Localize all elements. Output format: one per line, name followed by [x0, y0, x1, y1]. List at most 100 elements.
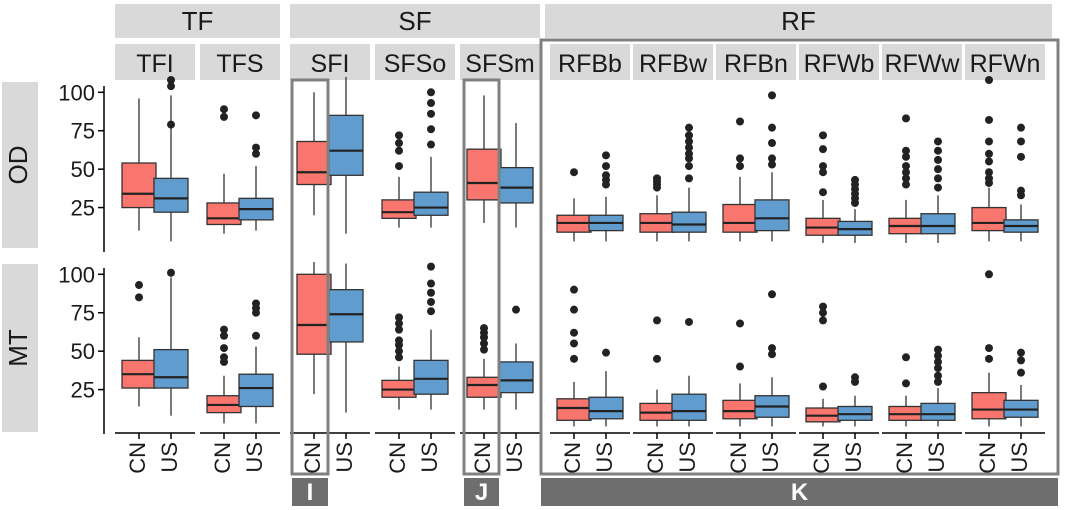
- outlier-OD-RFWw-CN-1: [902, 174, 910, 183]
- box-OD-SFSo-CN: [381, 199, 417, 219]
- box-MT-RFBb-US: [588, 396, 624, 420]
- x-tick-label-RFWw-CN: CN: [892, 442, 917, 474]
- outlier-MT-RFBw-CN-1: [653, 316, 661, 325]
- box-MT-SFSm-US: [498, 361, 534, 394]
- box-MT-SFI-US: [328, 289, 364, 343]
- outlier-MT-RFBb-CN-1: [570, 339, 578, 348]
- x-tick-label-RFWn-US: US: [1007, 442, 1032, 473]
- outlier-OD-RFWw-US-5: [934, 137, 942, 146]
- x-tick-label-SFSm-CN: CN: [470, 442, 495, 474]
- outlier-MT-RFWb-CN-0: [819, 382, 827, 391]
- box-MT-RFBw-US: [671, 393, 707, 421]
- group-label-SF: SF: [398, 6, 431, 36]
- x-tick-label-TFI-US: US: [157, 442, 182, 473]
- outlier-MT-RFBw-US-0: [685, 317, 693, 326]
- outlier-OD-TFI-US-0: [167, 120, 175, 129]
- box-OD-TFS-CN: [206, 202, 242, 226]
- x-tick-label-SFSo-US: US: [417, 442, 442, 473]
- facet-strip-SFSm: [460, 44, 540, 80]
- outlier-OD-TFS-CN-1: [220, 105, 228, 114]
- outlier-MT-SFSo-CN-6: [395, 313, 403, 322]
- box-OD-SFSo-US: [413, 191, 449, 216]
- outlier-MT-RFBb-CN-4: [570, 285, 578, 294]
- outlier-MT-TFS-CN-2: [220, 344, 228, 353]
- y-tick-label-MT-100: 100: [58, 262, 95, 287]
- box-OD-SFI-CN: [296, 140, 332, 186]
- outlier-MT-RFBn-CN-0: [736, 362, 744, 371]
- outlier-OD-TFI-US-2: [167, 76, 175, 85]
- facet-label-RFWn: RFWn: [970, 50, 1041, 78]
- outlier-MT-SFSm-US-0: [512, 305, 520, 314]
- facet-label-SFSo: SFSo: [384, 50, 447, 78]
- outlier-OD-TFS-US-0: [252, 149, 260, 158]
- outlier-OD-SFSo-CN-3: [395, 131, 403, 140]
- facet-label-SFSm: SFSm: [465, 50, 534, 78]
- outlier-MT-RFBb-CN-2: [570, 328, 578, 337]
- facet-strip-TFS: [200, 44, 280, 80]
- outlier-OD-SFSo-US-1: [427, 125, 435, 134]
- outlier-MT-RFWn-CN-2: [985, 270, 993, 279]
- x-tick-label-RFBn-US: US: [758, 442, 783, 473]
- outlier-MT-RFBn-US-2: [768, 290, 776, 299]
- facet-label-RFWb: RFWb: [804, 50, 875, 78]
- x-tick-label-RFBb-CN: CN: [560, 442, 585, 474]
- outlier-OD-RFBw-US-6: [685, 131, 693, 140]
- outlier-OD-SFSo-CN-1: [395, 146, 403, 155]
- facet-label-TFS: TFS: [216, 50, 263, 78]
- outlier-MT-RFBn-US-0: [768, 350, 776, 359]
- y-tick-label-OD-50: 50: [71, 157, 95, 182]
- x-tick-label-TFS-US: US: [242, 442, 267, 473]
- row-label-MT: MT: [3, 329, 33, 367]
- facet-strip-SFI: [290, 44, 370, 80]
- outlier-MT-RFWn-US-0: [1017, 368, 1025, 377]
- facet-label-SFI: SFI: [311, 50, 350, 78]
- outlier-OD-RFBn-US-0: [768, 160, 776, 169]
- outlier-MT-RFBn-US-1: [768, 344, 776, 353]
- outlier-MT-RFBw-CN-0: [653, 354, 661, 363]
- facet-label-RFBb: RFBb: [558, 50, 622, 78]
- x-tick-label-RFBw-CN: CN: [643, 442, 668, 474]
- highlight-frame-K: [539, 38, 1060, 476]
- outlier-OD-SFSo-US-4: [427, 88, 435, 97]
- outlier-MT-TFS-US-0: [252, 331, 260, 340]
- facet-label-TFI: TFI: [136, 50, 174, 78]
- box-MT-RFBn-CN: [722, 399, 758, 420]
- outlier-OD-RFBb-US-2: [602, 171, 610, 180]
- outlier-MT-SFSo-US-4: [427, 262, 435, 271]
- outlier-MT-RFBb-CN-3: [570, 305, 578, 314]
- box-MT-RFWw-US: [920, 402, 956, 421]
- outlier-MT-RFWw-US-3: [934, 357, 942, 366]
- outlier-MT-SFSo-CN-5: [395, 319, 403, 328]
- box-MT-RFWn-CN: [971, 391, 1007, 420]
- y-tick-label-MT-25: 25: [71, 378, 95, 403]
- outlier-MT-TFI-CN-1: [135, 281, 143, 290]
- outlier-MT-SFSo-US-1: [427, 297, 435, 306]
- x-tick-label-RFWb-CN: CN: [809, 442, 834, 474]
- box-OD-TFI-US: [153, 177, 189, 213]
- outlier-OD-TFI-US-1: [167, 82, 175, 91]
- outlier-OD-RFWb-US-5: [851, 175, 859, 184]
- outlier-OD-RFBw-CN-3: [653, 174, 661, 183]
- box-OD-SFI-US: [328, 114, 364, 176]
- facet-strip-RFBw: [633, 44, 713, 80]
- box-MT-TFS-US: [238, 373, 274, 408]
- outlier-OD-RFWn-CN-6: [985, 115, 993, 124]
- row-strip-OD: [2, 82, 38, 248]
- highlight-band-I: [292, 478, 328, 506]
- outlier-MT-RFWw-US-2: [934, 364, 942, 373]
- outlier-MT-SFSo-CN-0: [395, 353, 403, 362]
- facet-strip-RFWn: [965, 44, 1045, 80]
- outlier-OD-RFBw-US-0: [685, 174, 693, 183]
- outlier-OD-RFWn-CN-1: [985, 174, 993, 183]
- outlier-MT-TFS-US-3: [252, 299, 260, 308]
- outlier-OD-RFBw-US-5: [685, 137, 693, 146]
- outlier-OD-TFS-US-1: [252, 143, 260, 152]
- x-tick-label-SFSo-CN: CN: [385, 442, 410, 474]
- outlier-MT-RFWn-CN-1: [985, 344, 993, 353]
- outlier-OD-SFSo-US-3: [427, 99, 435, 108]
- outlier-MT-RFBb-CN-0: [570, 354, 578, 363]
- x-tick-label-TFS-CN: CN: [210, 442, 235, 474]
- outlier-OD-RFWn-CN-2: [985, 168, 993, 177]
- x-tick-label-RFBn-CN: CN: [726, 442, 751, 474]
- outlier-MT-RFWw-US-4: [934, 351, 942, 360]
